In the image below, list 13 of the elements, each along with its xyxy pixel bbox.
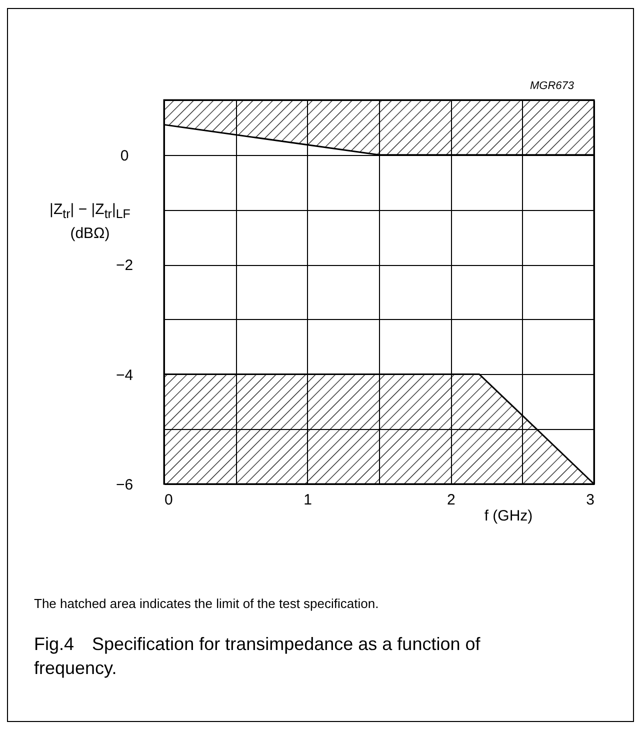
- caption: Fig.4 Specification for transimpedance as a function of frequency.: [34, 633, 482, 680]
- text: MGR673: [530, 80, 574, 92]
- y-tick-label: −4: [116, 366, 134, 384]
- y-axis-title: |Z$_{tr}$| − |Z$_{tr}$|$_{LF}$ (dBΩ): [48, 200, 132, 244]
- y-tick-label: 0: [120, 147, 129, 164]
- x-tick-label: 0: [164, 492, 173, 508]
- x-axis-title: f (GHz): [484, 508, 533, 524]
- y-tick-label: −2: [116, 257, 134, 274]
- x-tick-label: 1: [304, 492, 312, 508]
- text: The hatched area indicates the limit of the test specification.: [34, 596, 379, 611]
- x-tick-label: 3: [586, 492, 594, 508]
- y-tick-label: −6: [116, 476, 134, 494]
- x-tick-label: 2: [446, 492, 456, 508]
